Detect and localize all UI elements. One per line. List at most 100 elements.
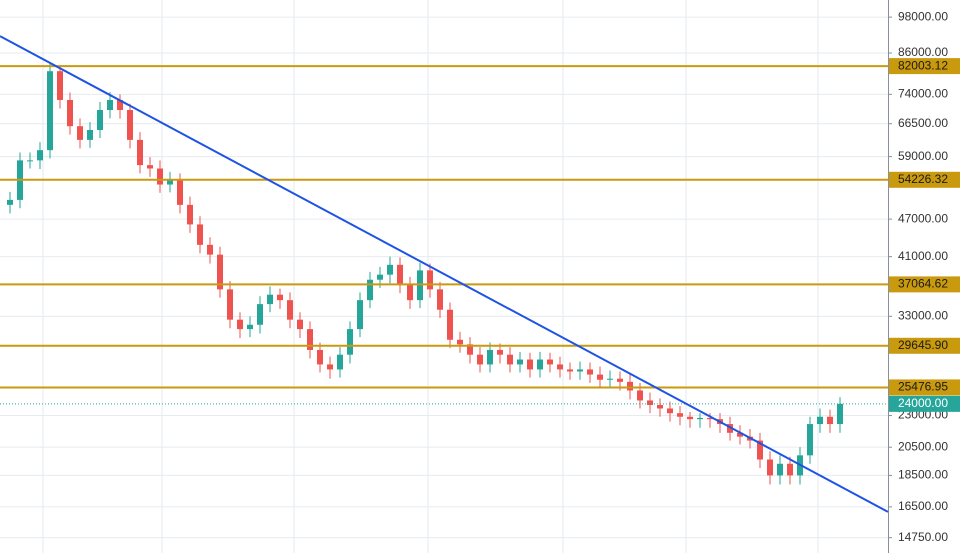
candle-body bbox=[777, 463, 783, 476]
plot bbox=[0, 35, 889, 513]
y-tick-label: 20500.00 bbox=[898, 439, 948, 453]
candle-body bbox=[657, 405, 663, 409]
candle-body bbox=[437, 289, 443, 310]
candle-body bbox=[527, 359, 533, 370]
level-label-box bbox=[889, 58, 960, 75]
candle-body bbox=[377, 274, 383, 280]
candle-body bbox=[167, 179, 173, 185]
y-tick-label: 16500.00 bbox=[898, 499, 948, 513]
level-label: 29645.90 bbox=[898, 338, 948, 352]
candle-body bbox=[507, 354, 513, 365]
candle-body bbox=[607, 378, 613, 380]
candle-body bbox=[187, 204, 193, 225]
candle-body bbox=[287, 300, 293, 320]
candle-body bbox=[567, 369, 573, 372]
candle-body bbox=[237, 319, 243, 330]
candle-body bbox=[227, 289, 233, 320]
candle-body bbox=[427, 270, 433, 290]
candle-body bbox=[87, 129, 93, 140]
candle-body bbox=[827, 416, 833, 425]
candle-body bbox=[807, 424, 813, 456]
candle-body bbox=[197, 224, 203, 245]
candle-body bbox=[617, 378, 623, 382]
candle-body bbox=[117, 99, 123, 111]
candle-body bbox=[137, 139, 143, 166]
candle-body bbox=[337, 354, 343, 370]
trend-line bbox=[0, 35, 889, 513]
y-tick-label: 66500.00 bbox=[898, 116, 948, 130]
current-price-label: 24000.00 bbox=[898, 396, 948, 410]
candle-body bbox=[537, 359, 543, 370]
candle-body bbox=[627, 381, 633, 391]
candle-body bbox=[37, 150, 43, 161]
candle-body bbox=[707, 417, 713, 420]
candle-body bbox=[767, 459, 773, 476]
candle-body bbox=[457, 339, 463, 345]
candle-body bbox=[687, 416, 693, 420]
candle-body bbox=[447, 309, 453, 340]
candle-body bbox=[407, 284, 413, 301]
candle-body bbox=[547, 359, 553, 365]
candle-body bbox=[97, 110, 103, 130]
level-label: 82003.12 bbox=[898, 58, 948, 72]
y-tick-label: 98000.00 bbox=[898, 9, 948, 23]
candle-body bbox=[267, 294, 273, 305]
candle-body bbox=[737, 432, 743, 437]
candle-body bbox=[317, 349, 323, 365]
y-tick-label: 86000.00 bbox=[898, 45, 948, 59]
candle-body bbox=[217, 254, 223, 290]
candle-body bbox=[757, 440, 763, 460]
current-price-box bbox=[889, 395, 960, 412]
candle-body bbox=[387, 264, 393, 275]
y-tick-label: 47000.00 bbox=[898, 211, 948, 225]
candle-body bbox=[697, 417, 703, 420]
y-tick-label: 14750.00 bbox=[898, 530, 948, 544]
level-label: 25476.95 bbox=[898, 380, 948, 394]
candle-body bbox=[107, 99, 113, 111]
y-tick-label: 59000.00 bbox=[898, 149, 948, 163]
candle-body bbox=[77, 126, 83, 140]
candle-body bbox=[577, 369, 583, 372]
candle-body bbox=[47, 71, 53, 151]
level-label-box bbox=[889, 379, 960, 396]
candle-body bbox=[517, 359, 523, 365]
y-tick-label: 41000.00 bbox=[898, 249, 948, 263]
candle-body bbox=[467, 344, 473, 355]
candle-body bbox=[247, 324, 253, 330]
candle-body bbox=[587, 369, 593, 375]
level-label-box bbox=[889, 276, 960, 293]
level-label: 37064.62 bbox=[898, 277, 948, 291]
candle-body bbox=[307, 329, 313, 350]
y-tick-label: 74000.00 bbox=[898, 87, 948, 101]
candle-body bbox=[127, 110, 133, 140]
price-axis: 98000.00 86000.00 74000.00 66500.00 59000.00… bbox=[888, 9, 960, 544]
candle-body bbox=[637, 390, 643, 401]
candle-body bbox=[27, 160, 33, 162]
candle-body bbox=[477, 354, 483, 365]
y-tick-label: 33000.00 bbox=[898, 308, 948, 322]
horizontal-grid bbox=[0, 16, 888, 539]
candle-body bbox=[157, 168, 163, 185]
candle-body bbox=[817, 416, 823, 425]
candle-body bbox=[667, 408, 673, 414]
candle-body bbox=[647, 400, 653, 406]
candle-body bbox=[487, 349, 493, 365]
candle-body bbox=[357, 300, 363, 330]
candle-body bbox=[727, 424, 733, 433]
candle-body bbox=[207, 244, 213, 255]
level-label-box bbox=[889, 171, 960, 188]
candle-body bbox=[367, 279, 373, 301]
candle-body bbox=[177, 179, 183, 205]
candle-body bbox=[327, 364, 333, 370]
candle-body bbox=[57, 71, 63, 100]
candle-body bbox=[497, 349, 503, 355]
level-label: 54226.32 bbox=[898, 172, 948, 186]
candle-body bbox=[557, 364, 563, 370]
candle-body bbox=[347, 329, 353, 355]
candle-body bbox=[67, 99, 73, 127]
candle-body bbox=[597, 374, 603, 380]
candle-body bbox=[257, 304, 263, 325]
vertical-grid bbox=[42, 0, 819, 553]
candle-body bbox=[397, 264, 403, 285]
